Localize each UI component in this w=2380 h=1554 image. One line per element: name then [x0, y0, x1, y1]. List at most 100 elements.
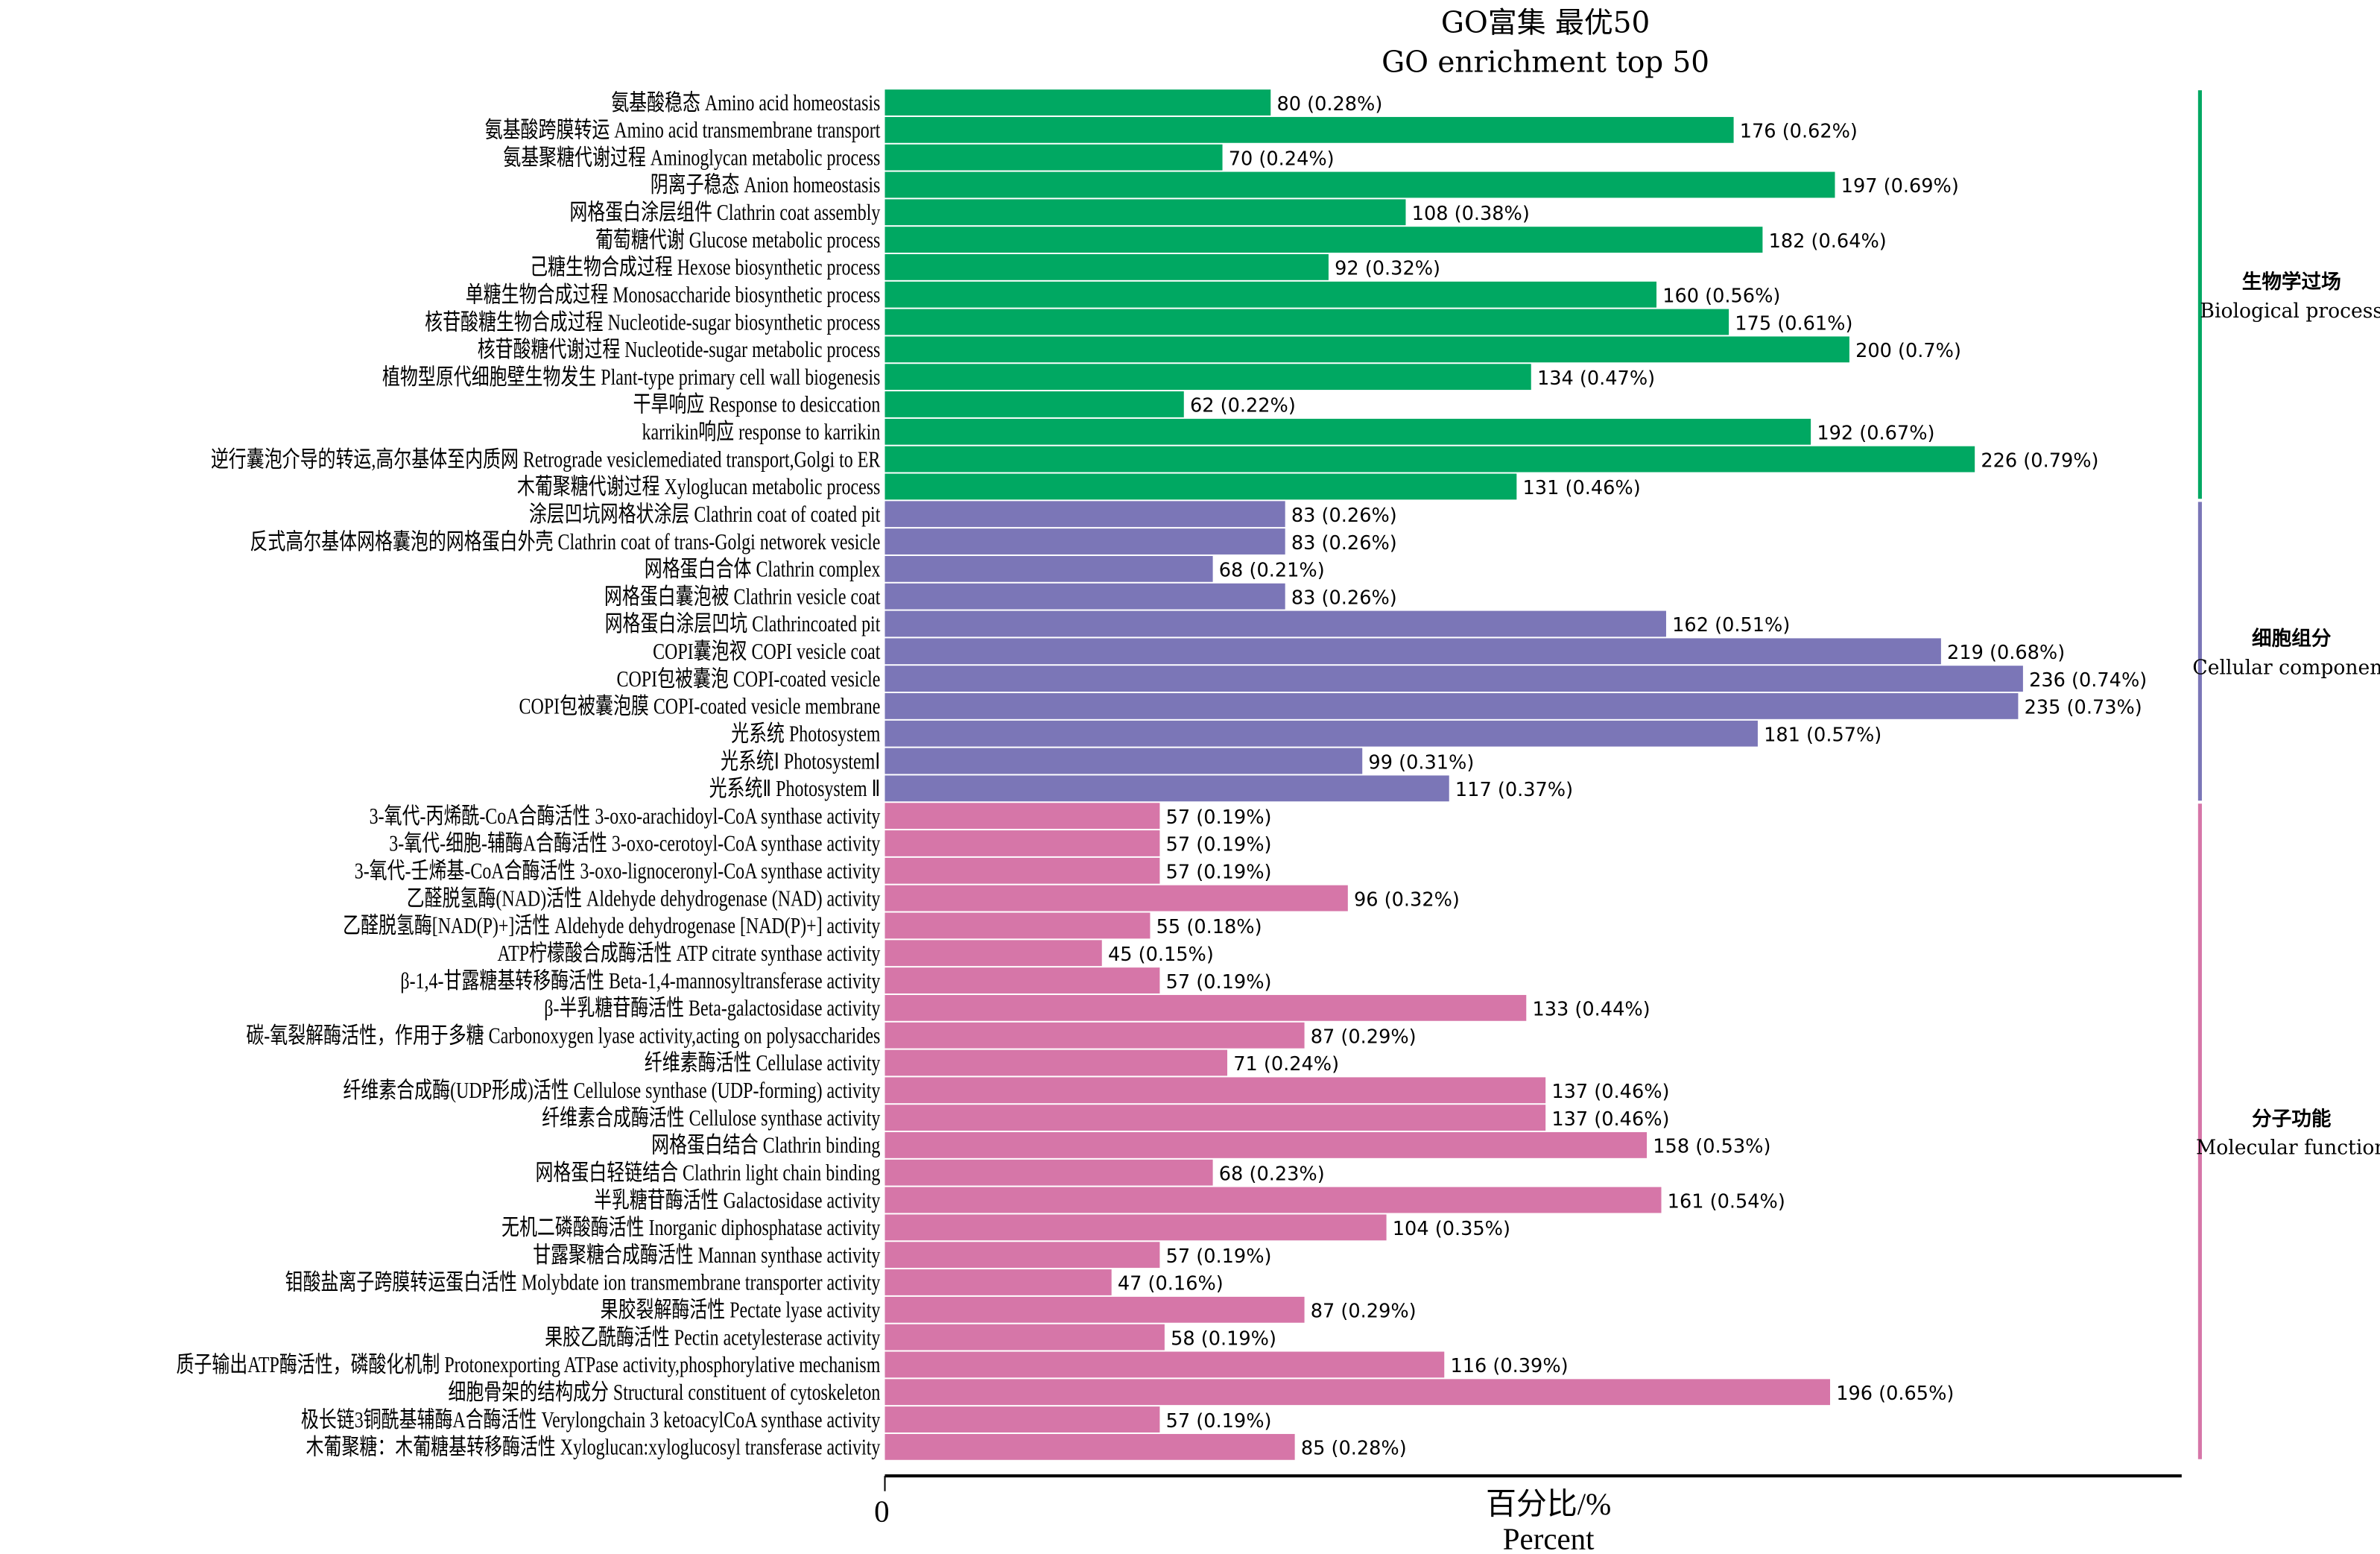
bar — [884, 885, 1348, 912]
category-label: 3-氧代-丙烯酰-CoA合酶活性 3-oxo-arachidoyl-CoA sy… — [370, 803, 881, 829]
data-label: 87 (0.29%) — [1311, 1301, 1417, 1323]
category-label: ATP柠檬酸合成酶活性 ATP citrate synthase activit… — [497, 940, 880, 966]
category-label: COPI包被囊泡膜 COPI-coated vesicle membrane — [519, 693, 881, 719]
bar-row: 碳-氧裂解酶活性，作用于多糖 Carbonoxygen lyase activi… — [246, 1023, 1417, 1049]
category-label: 网格蛋白合体 Clathrin complex — [645, 556, 881, 582]
data-label: 200 (0.7%) — [1855, 340, 1961, 362]
bar-row: 光系统Ⅱ Photosystem Ⅱ 117 (0.37%) — [709, 775, 1573, 802]
bar-row: ATP柠檬酸合成酶活性 ATP citrate synthase activit… — [497, 940, 1214, 967]
data-label: 68 (0.21%) — [1219, 560, 1325, 582]
bar-row: 核苷酸糖生物合成过程 Nucleotide-sugar biosynthetic… — [425, 309, 1852, 335]
data-label: 162 (0.51%) — [1672, 614, 1790, 637]
x-axis-label-en: Percent — [1503, 1523, 1595, 1554]
bar-row: β-半乳糖苷酶活性 Beta-galactosidase activity 133… — [544, 995, 1651, 1021]
bar — [884, 116, 1734, 143]
bar-row: 网格蛋白结合 Clathrin binding 158 (0.53%) — [651, 1132, 1770, 1158]
bar-row: 细胞骨架的结构成分 Structural constituent of cyto… — [448, 1379, 1954, 1406]
group-name-en: Biological process — [2200, 300, 2380, 323]
data-label: 196 (0.65%) — [1836, 1383, 1954, 1405]
data-label: 57 (0.19%) — [1166, 1245, 1272, 1268]
bar-row: COPI囊泡衩 COPI vesicle coat 219 (0.68%) — [653, 638, 2065, 665]
data-label: 87 (0.29%) — [1311, 1026, 1417, 1048]
category-label: 钼酸盐离子跨膜转运蛋白活性 Molybdate ion transmembran… — [285, 1269, 881, 1295]
group-name-en: Cellular component — [2192, 657, 2380, 680]
bar — [884, 1269, 1112, 1295]
x-tick-label: 0 — [874, 1495, 889, 1529]
category-label: 3-氧代-壬烯基-CoA合酶活性 3-oxo-lignoceronyl-CoA … — [355, 858, 881, 884]
bar-row: 单糖生物合成过程 Monosaccharide biosynthetic pro… — [466, 282, 1780, 308]
group-name: 分子功能 — [2252, 1108, 2332, 1131]
bar-row: karrikin响应 response to karrikin 192 (0.67… — [642, 419, 1934, 445]
bar — [884, 1187, 1662, 1213]
bar-row: 葡萄糖代谢 Glucose metabolic process 182 (0.64… — [595, 227, 1887, 253]
category-label: COPI包被囊泡 COPI-coated vesicle — [617, 666, 881, 692]
data-label: 70 (0.24%) — [1229, 148, 1335, 170]
data-label: 192 (0.67%) — [1817, 423, 1934, 445]
bar-row: 氨基聚糖代谢过程 Aminoglycan metabolic process 70… — [503, 145, 1335, 171]
data-label: 108 (0.38%) — [1412, 203, 1530, 225]
data-label: 182 (0.64%) — [1769, 230, 1887, 253]
category-label: 半乳糖苷酶活性 Galactosidase activity — [594, 1187, 881, 1213]
bar — [884, 1242, 1160, 1269]
bar — [884, 555, 1213, 582]
bar — [884, 638, 1941, 665]
bar — [884, 171, 1835, 198]
data-label: 57 (0.19%) — [1166, 834, 1272, 856]
category-label: COPI囊泡衩 COPI vesicle coat — [653, 638, 881, 664]
data-label: 83 (0.26%) — [1291, 505, 1397, 527]
category-label: 光系统Ⅱ Photosystem Ⅱ — [709, 775, 881, 801]
bar-row: 无机二磷酸酶活性 Inorganic diphosphatase activit… — [501, 1214, 1510, 1241]
chart-subtitle: GO enrichment top 50 — [1382, 46, 1709, 80]
bar-row: 纤维素合成酶活性 Cellulose synthase activity 137 … — [542, 1105, 1670, 1131]
data-label: 131 (0.46%) — [1523, 477, 1641, 499]
category-label: 光系统 Photosystem — [731, 721, 880, 747]
category-label: karrikin响应 response to karrikin — [642, 419, 880, 445]
data-label: 137 (0.46%) — [1551, 1108, 1669, 1131]
data-label: 137 (0.46%) — [1551, 1081, 1669, 1103]
bar — [884, 528, 1285, 555]
bar-row: 半乳糖苷酶活性 Galactosidase activity 161 (0.54%… — [594, 1187, 1785, 1213]
category-label: β-半乳糖苷酶活性 Beta-galactosidase activity — [544, 995, 880, 1021]
bar — [884, 254, 1329, 280]
bar-row: 植物型原代细胞壁生物发生 Plant-type primary cell wal… — [382, 364, 1655, 391]
bar — [884, 967, 1160, 994]
category-label: 甘露聚糖合成酶活性 Mannan synthase activity — [533, 1242, 880, 1268]
data-label: 197 (0.69%) — [1841, 175, 1959, 198]
data-label: 158 (0.53%) — [1653, 1136, 1770, 1158]
data-label: 83 (0.26%) — [1291, 532, 1397, 555]
category-label: 阴离子稳态 Anion homeostasis — [651, 171, 881, 198]
bar — [884, 1406, 1160, 1433]
data-label: 236 (0.74%) — [2029, 669, 2147, 692]
bar — [884, 1214, 1387, 1241]
data-label: 99 (0.31%) — [1368, 751, 1474, 774]
bar-row: 3-氧代-壬烯基-CoA合酶活性 3-oxo-lignoceronyl-CoA … — [355, 858, 1272, 884]
bar — [884, 803, 1160, 830]
bar-row: 网格蛋白涂层组件 Clathrin coat assembly 108 (0.38… — [569, 199, 1530, 226]
bar — [884, 364, 1531, 391]
category-label: 细胞骨架的结构成分 Structural constituent of cyto… — [448, 1379, 880, 1405]
bar — [884, 610, 1666, 637]
data-label: 62 (0.22%) — [1190, 395, 1296, 417]
data-label: 68 (0.23%) — [1219, 1163, 1325, 1185]
bar — [884, 1077, 1546, 1104]
data-label: 83 (0.26%) — [1291, 587, 1397, 609]
category-label: 网格蛋白轻链结合 Clathrin light chain binding — [535, 1160, 880, 1186]
bar-row: 光系统 Photosystem 181 (0.57%) — [731, 721, 1881, 747]
data-label: 57 (0.19%) — [1166, 806, 1272, 829]
data-label: 96 (0.32%) — [1354, 888, 1460, 911]
category-label: 木葡聚糖：木葡糖基转移酶活性 Xyloglucan:xyloglucosyl t… — [306, 1434, 881, 1460]
data-label: 160 (0.56%) — [1662, 285, 1780, 307]
category-label: 果胶乙酰酶活性 Pectin acetylesterase activity — [545, 1324, 880, 1350]
bar — [884, 1105, 1546, 1131]
data-label: 71 (0.24%) — [1233, 1053, 1339, 1076]
data-label: 55 (0.18%) — [1156, 916, 1262, 938]
bar-row: 光系统Ⅰ PhotosystemⅠ 99 (0.31%) — [721, 748, 1474, 774]
category-label: 葡萄糖代谢 Glucose metabolic process — [595, 227, 880, 253]
data-label: 175 (0.61%) — [1735, 312, 1852, 335]
bar — [884, 199, 1406, 226]
bar — [884, 1049, 1228, 1076]
bar-row: 网格蛋白合体 Clathrin complex 68 (0.21%) — [645, 556, 1325, 582]
bar — [884, 583, 1285, 610]
data-label: 117 (0.37%) — [1455, 779, 1573, 801]
